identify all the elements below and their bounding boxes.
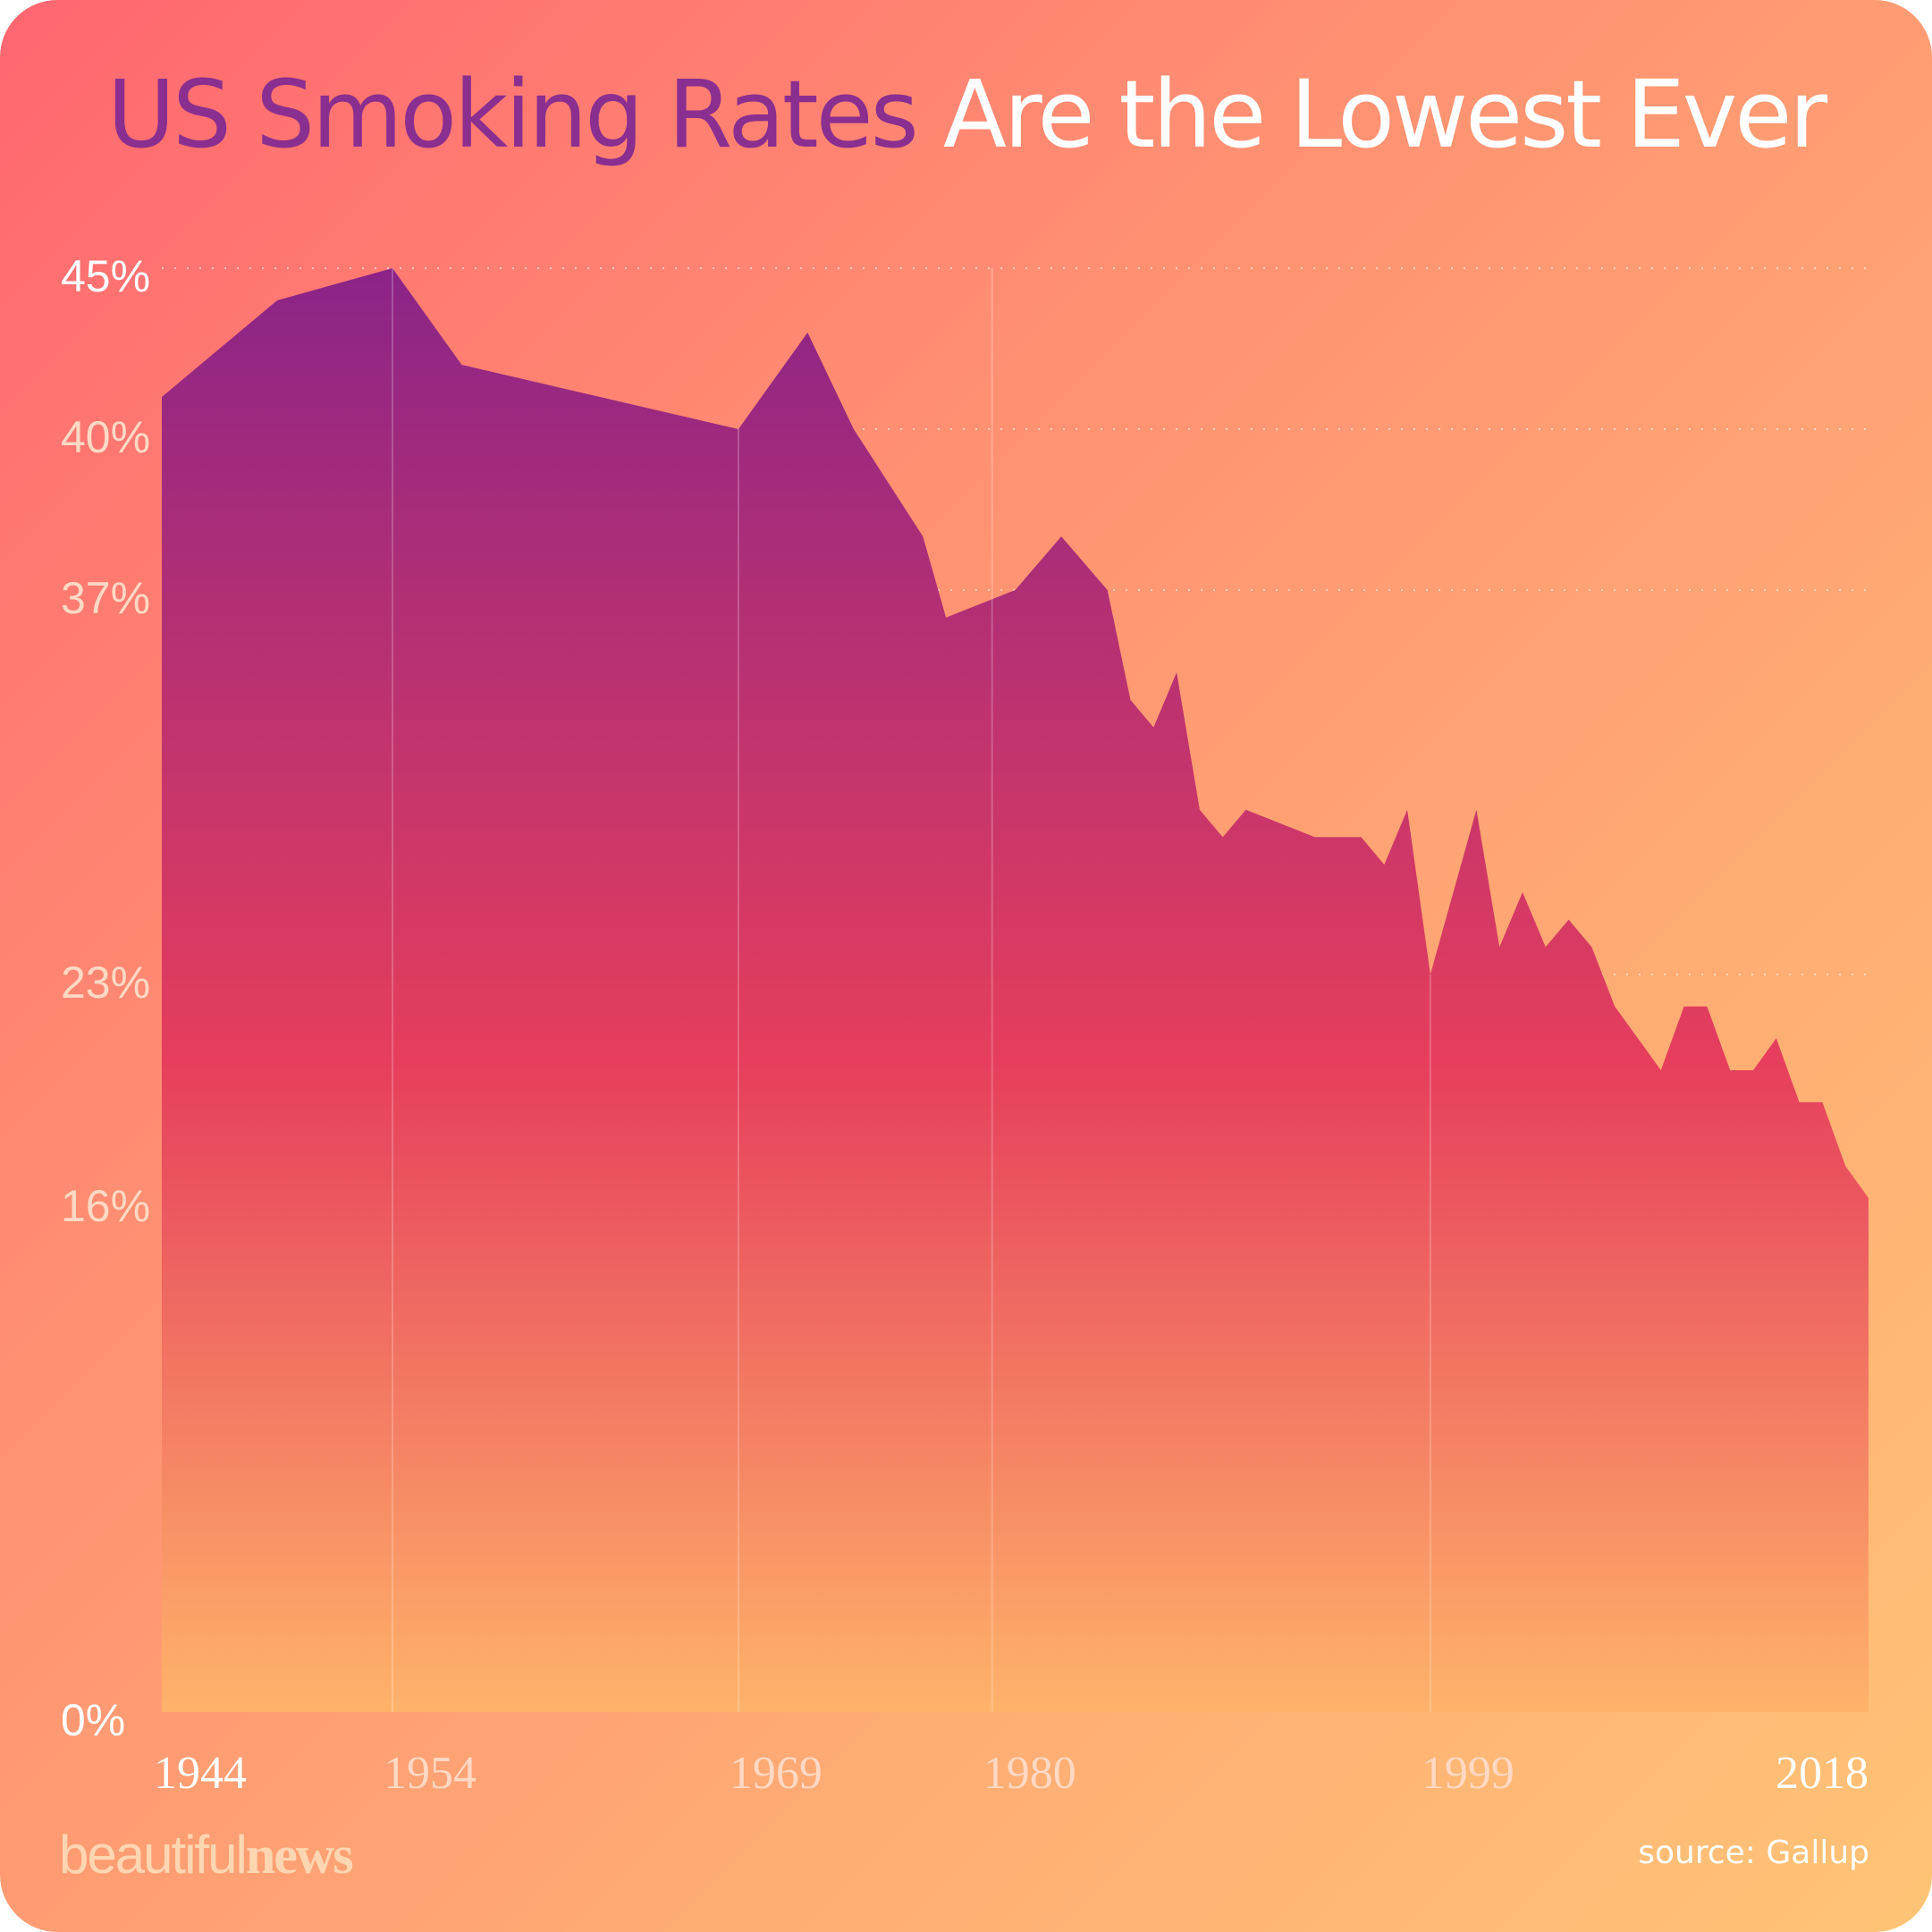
x-tick-label: 1954	[384, 1748, 477, 1799]
brand-part2: news	[245, 1826, 354, 1885]
brand-logo: beautifulnews	[59, 1824, 354, 1886]
x-tick-label: 1944	[154, 1748, 247, 1799]
y-tick-label: 23%	[61, 958, 150, 1008]
x-tick-label: 2018	[1776, 1748, 1869, 1799]
title-rest: Are the Lowest Ever	[942, 60, 1827, 169]
y-axis-ticks: 45% 40% 37% 23% 16% 0%	[61, 251, 150, 1745]
brand-part1: beautiful	[59, 1825, 248, 1885]
y-tick-label: 16%	[61, 1181, 150, 1231]
y-tick-label: 45%	[61, 251, 150, 301]
source-note: source: Gallup	[1638, 1835, 1869, 1871]
y-tick-label: 0%	[61, 1695, 125, 1745]
chart-title: US Smoking Rates Are the Lowest Ever	[0, 52, 1932, 177]
x-tick-label: 1969	[730, 1748, 823, 1799]
year-markers	[391, 268, 1431, 1712]
title-highlight: US Smoking Rates	[106, 60, 919, 169]
x-tick-label: 1980	[983, 1748, 1076, 1799]
x-tick-label: 1999	[1422, 1748, 1514, 1799]
x-axis-ticks: 1944 1954 1969 1980 1999 2018	[154, 1748, 1869, 1799]
y-tick-label: 40%	[61, 412, 150, 462]
smoking-rate-area	[162, 268, 1869, 1712]
y-tick-label: 37%	[61, 573, 150, 623]
